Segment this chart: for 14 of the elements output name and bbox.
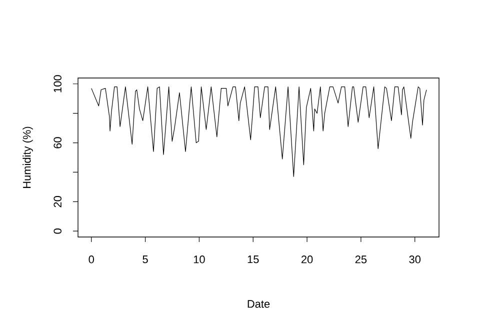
x-tick-label: 15 — [248, 256, 259, 264]
y-tick-label: 0 — [54, 228, 62, 234]
x-tick-label: 25 — [355, 256, 367, 264]
x-tick-label: 10 — [194, 256, 205, 264]
y-axis-title: Humidity (%) — [22, 126, 33, 188]
y-tick-label: 20 — [54, 196, 62, 208]
x-axis-title: Date — [248, 300, 270, 308]
x-tick-label: 0 — [88, 256, 94, 264]
y-tick-label: 60 — [54, 137, 62, 148]
x-tick-label: 5 — [142, 256, 148, 264]
x-tick-label: 30 — [409, 256, 421, 264]
y-tick-label: 100 — [54, 75, 62, 92]
line-series — [91, 86, 427, 177]
x-tick-label: 20 — [301, 256, 313, 264]
